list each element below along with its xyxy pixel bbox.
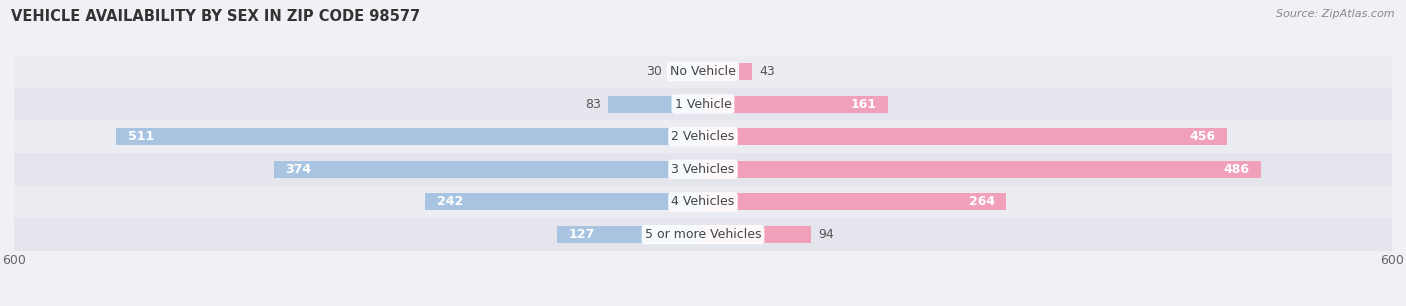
Text: 511: 511 — [128, 130, 155, 143]
Text: 30: 30 — [645, 65, 662, 78]
Text: Source: ZipAtlas.com: Source: ZipAtlas.com — [1277, 9, 1395, 19]
Bar — [14, 153, 1392, 186]
Bar — [425, 193, 703, 211]
Bar — [703, 95, 887, 113]
Text: 3 Vehicles: 3 Vehicles — [672, 163, 734, 176]
Bar — [557, 226, 703, 243]
Text: VEHICLE AVAILABILITY BY SEX IN ZIP CODE 98577: VEHICLE AVAILABILITY BY SEX IN ZIP CODE … — [11, 9, 420, 24]
Text: 127: 127 — [568, 228, 595, 241]
Bar — [14, 120, 1392, 153]
Text: 161: 161 — [851, 98, 876, 110]
Text: 83: 83 — [585, 98, 600, 110]
Bar — [274, 161, 703, 178]
Bar — [703, 193, 1007, 211]
Text: 456: 456 — [1189, 130, 1215, 143]
Bar — [703, 161, 1261, 178]
Bar — [14, 88, 1392, 120]
Text: 264: 264 — [969, 196, 994, 208]
Text: 43: 43 — [759, 65, 775, 78]
Bar — [703, 63, 752, 80]
Text: 486: 486 — [1223, 163, 1250, 176]
Text: 1 Vehicle: 1 Vehicle — [675, 98, 731, 110]
Text: 2 Vehicles: 2 Vehicles — [672, 130, 734, 143]
Bar — [14, 218, 1392, 251]
Text: No Vehicle: No Vehicle — [671, 65, 735, 78]
Text: 4 Vehicles: 4 Vehicles — [672, 196, 734, 208]
Bar — [117, 128, 703, 145]
Text: 94: 94 — [818, 228, 834, 241]
Bar — [14, 55, 1392, 88]
Text: 374: 374 — [285, 163, 311, 176]
Bar — [669, 63, 703, 80]
Text: 242: 242 — [437, 196, 463, 208]
Bar — [607, 95, 703, 113]
Bar — [703, 226, 811, 243]
Text: 5 or more Vehicles: 5 or more Vehicles — [645, 228, 761, 241]
Bar — [14, 186, 1392, 218]
Bar — [703, 128, 1226, 145]
